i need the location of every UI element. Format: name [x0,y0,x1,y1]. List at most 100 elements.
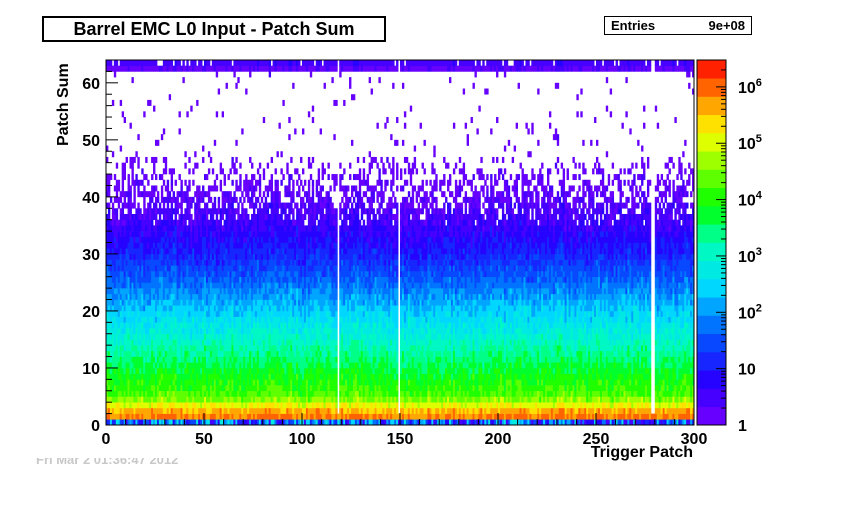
heatmap-cell [147,345,150,352]
heatmap-cell [298,299,301,306]
heatmap-cell [133,156,136,163]
heatmap-cell [274,407,277,414]
heatmap-cell [182,236,185,243]
heatmap-cell [107,350,111,357]
heatmap-cell [264,402,268,409]
heatmap-cell [147,288,150,295]
heatmap-cell [327,208,330,215]
heatmap-cell [139,253,142,260]
heatmap-cell [303,328,307,335]
heatmap-cell [156,196,160,203]
heatmap-cell [260,379,264,386]
heatmap-cell [229,276,232,283]
heatmap-cell [213,407,217,414]
heatmap-cell [174,253,177,260]
heatmap-cell [241,219,244,226]
heatmap-cell [298,402,301,409]
heatmap-cell [155,345,158,352]
heatmap-cell [274,356,277,363]
heatmap-cell [221,60,224,66]
heatmap-cell [268,236,272,243]
heatmap-cell [309,71,313,78]
heatmap-cell [313,271,317,278]
heatmap-cell [125,288,128,295]
heatmap-cell [298,373,301,380]
heatmap-cell [207,339,211,346]
heatmap-cell [178,367,181,374]
heatmap-cell [276,225,279,232]
heatmap-cell [300,379,303,386]
heatmap-cell [121,213,125,220]
heatmap-cell [302,276,305,283]
heatmap-cell [111,213,115,220]
heatmap-cell [288,185,291,192]
heatmap-cell [123,402,126,409]
heatmap-cell [278,419,281,426]
heatmap-cell [170,259,174,266]
heatmap-cell [317,373,321,380]
heatmap-cell [155,139,158,146]
heatmap-cell [323,65,326,72]
heatmap-cell [221,231,224,238]
heatmap-cell [168,316,172,323]
heatmap-cell [115,356,119,363]
heatmap-cell [211,396,215,403]
heatmap-cell [155,213,158,220]
heatmap-cell [180,242,183,249]
heatmap-cell [223,219,226,226]
heatmap-cell [311,253,315,260]
heatmap-cell [313,265,317,272]
heatmap-cell [243,219,246,226]
heatmap-cell [235,168,238,175]
heatmap-cell [184,213,187,220]
heatmap-cell [239,65,242,72]
heatmap-cell [121,231,125,238]
heatmap-cell [323,282,326,289]
heatmap-cell [202,231,205,238]
heatmap-cell [143,396,146,403]
heatmap-cell [166,385,170,392]
heatmap-cell [204,259,207,266]
heatmap-cell [207,259,211,266]
heatmap-cell [296,407,299,414]
heatmap-cell [207,65,211,72]
heatmap-cell [170,379,174,386]
heatmap-cell [141,282,144,289]
heatmap-cell [319,219,322,226]
heatmap-cell [317,276,321,283]
heatmap-cell [172,328,175,335]
heatmap-cell [280,356,283,363]
heatmap-cell [225,396,228,403]
heatmap-cell [278,288,281,295]
heatmap-cell [178,419,181,426]
heatmap-cell [305,225,309,232]
heatmap-cell [239,242,242,249]
heatmap-cell [211,213,215,220]
heatmap-cell [215,339,219,346]
heatmap-cell [119,271,123,278]
heatmap-cell [290,390,293,397]
heatmap-cell [155,242,158,249]
heatmap-cell [113,385,117,392]
heatmap-cell [268,219,272,226]
heatmap-cell [129,156,132,163]
heatmap-cell [249,253,252,260]
heatmap-cell [245,367,248,374]
heatmap-cell [317,288,321,295]
heatmap-cell [151,231,154,238]
heatmap-cell [251,225,254,232]
heatmap-cell [323,196,326,203]
heatmap-cell [192,367,195,374]
heatmap-cell [190,60,193,66]
heatmap-cell [129,322,132,329]
heatmap-cell [231,248,234,255]
heatmap-cell [166,185,170,192]
heatmap-cell [253,276,256,283]
heatmap-cell [131,174,134,181]
heatmap-cell [309,265,313,272]
heatmap-cell [223,367,226,374]
heatmap-cell [207,168,211,175]
heatmap-cell [323,168,326,175]
heatmap-cell [166,373,170,380]
heatmap-cell [288,282,291,289]
